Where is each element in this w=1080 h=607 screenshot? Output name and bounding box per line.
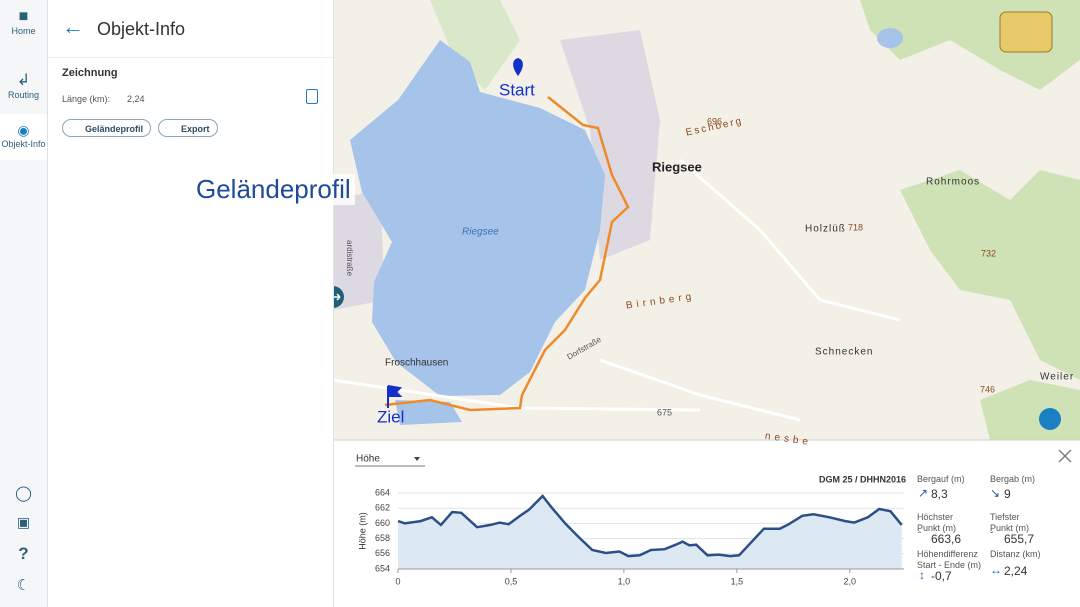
map-label: 718 — [848, 222, 863, 232]
dropdown[interactable]: Höhe — [356, 454, 380, 465]
y-tick-label: 656 — [375, 548, 390, 558]
back-button[interactable]: ← — [62, 14, 84, 39]
map-label: Riegsee — [652, 159, 702, 174]
map-label: 696 — [707, 116, 722, 126]
length-label: Länge (km): — [62, 94, 111, 104]
nav-label: Routing — [7, 90, 40, 100]
y-tick-label: 654 — [375, 563, 390, 573]
map-label: 732 — [981, 248, 996, 258]
dropdown-caret — [414, 457, 420, 461]
divider — [48, 57, 333, 58]
icon-diff: ↕ — [919, 568, 925, 582]
elevation-line — [397, 494, 903, 558]
start-pin — [513, 58, 523, 76]
stat-value: 663,6 — [931, 532, 962, 546]
meadow — [430, 0, 520, 90]
forest — [900, 170, 1080, 380]
nav-theme[interactable]: ☾ — [16, 577, 31, 594]
map-label: Rohrmoos — [926, 177, 980, 188]
nav-objekt-info[interactable]: ◉ Objekt-Info — [0, 114, 47, 160]
y-tick-label: 662 — [375, 503, 390, 513]
nav-routing[interactable]: ↲ Routing — [7, 72, 40, 100]
section-title: Zeichnung — [62, 67, 118, 79]
y-tick-label: 658 — [375, 533, 390, 543]
map-label: Froschhausen — [385, 358, 448, 369]
terrain-profile-button[interactable]: Geländeprofil — [62, 119, 151, 137]
x-tick-label: 1,0 — [618, 576, 631, 586]
y-axis-label: Höhe (m) — [357, 512, 367, 550]
stat-label: Höhendifferenz Start - Ende (m) — [917, 549, 982, 570]
coat-of-arms — [999, 11, 1053, 53]
stat-value: 2,24 — [1004, 564, 1028, 578]
nav-account[interactable]: ◯ — [15, 485, 32, 502]
goal-flag — [387, 385, 403, 408]
icon-distance: ↔ — [990, 563, 1002, 577]
export-button[interactable]: Export — [158, 119, 218, 137]
map-label: Riegsee — [462, 227, 499, 238]
map-label: 675 — [657, 407, 672, 417]
stat-label: Distanz (km) — [990, 549, 1041, 559]
map-label: Schnecken — [815, 347, 873, 358]
lake — [350, 40, 605, 396]
x-tick-label: 0,5 — [505, 576, 518, 586]
y-tick-label: 664 — [375, 487, 390, 497]
icon-up: ↗ — [918, 486, 929, 500]
settlement — [560, 30, 660, 260]
close-button[interactable] — [1058, 449, 1072, 463]
stat-label: Bergab (m) — [990, 474, 1036, 484]
length-value: 2,24 — [127, 94, 145, 104]
annotation: Geländeprofil — [192, 174, 355, 205]
stat-value: 9 — [1004, 487, 1011, 501]
source-label: DGM 25 / DHHN2016 — [819, 474, 906, 484]
map-label: Weiler — [1040, 372, 1074, 383]
icon-max: ˆ — [918, 531, 922, 542]
icon-down: ↘ — [990, 486, 1001, 500]
locate-button[interactable] — [1039, 408, 1061, 430]
x-tick-label: 2,0 — [844, 576, 857, 586]
map-label: Ziel — [377, 407, 404, 426]
pond — [877, 28, 903, 48]
map-label: 746 — [980, 384, 995, 394]
stat-label: Bergauf (m) — [917, 474, 965, 484]
stat-label: Tiefster Punkt (m) — [990, 512, 1030, 533]
settlement — [333, 190, 385, 310]
nav-home[interactable]: ■ Home — [11, 8, 36, 36]
nav-label: Home — [11, 26, 36, 36]
map-label: ardistraße — [345, 240, 354, 277]
x-tick-label: 0 — [395, 576, 400, 586]
map-label: Start — [499, 80, 535, 99]
sidebar: ■ Home ↲ Routing ◉ Objekt-Info ◯ ▣ ? ☾ — [0, 0, 48, 607]
copy-button[interactable] — [306, 89, 318, 104]
lake — [395, 400, 462, 425]
x-tick-label: 1,5 — [731, 576, 744, 586]
nav-label: Objekt-Info — [1, 139, 46, 149]
y-tick-label: 660 — [375, 518, 390, 528]
panel-title: Objekt-Info — [97, 19, 186, 39]
info-panel: ← Objekt-Info Zeichnung Länge (km): 2,24… — [48, 0, 334, 607]
map-label: Holzlüß — [805, 224, 846, 235]
stat-value: 8,3 — [931, 487, 948, 501]
stat-value: -0,7 — [931, 569, 952, 583]
nav-help[interactable]: ? — [18, 544, 29, 563]
stat-value: 655,7 — [1004, 532, 1035, 546]
nav-feedback[interactable]: ▣ — [16, 514, 31, 530]
route — [384, 96, 630, 412]
stat-label: Höchster Punkt (m) — [917, 512, 957, 533]
icon-min: ˇ — [990, 531, 994, 542]
